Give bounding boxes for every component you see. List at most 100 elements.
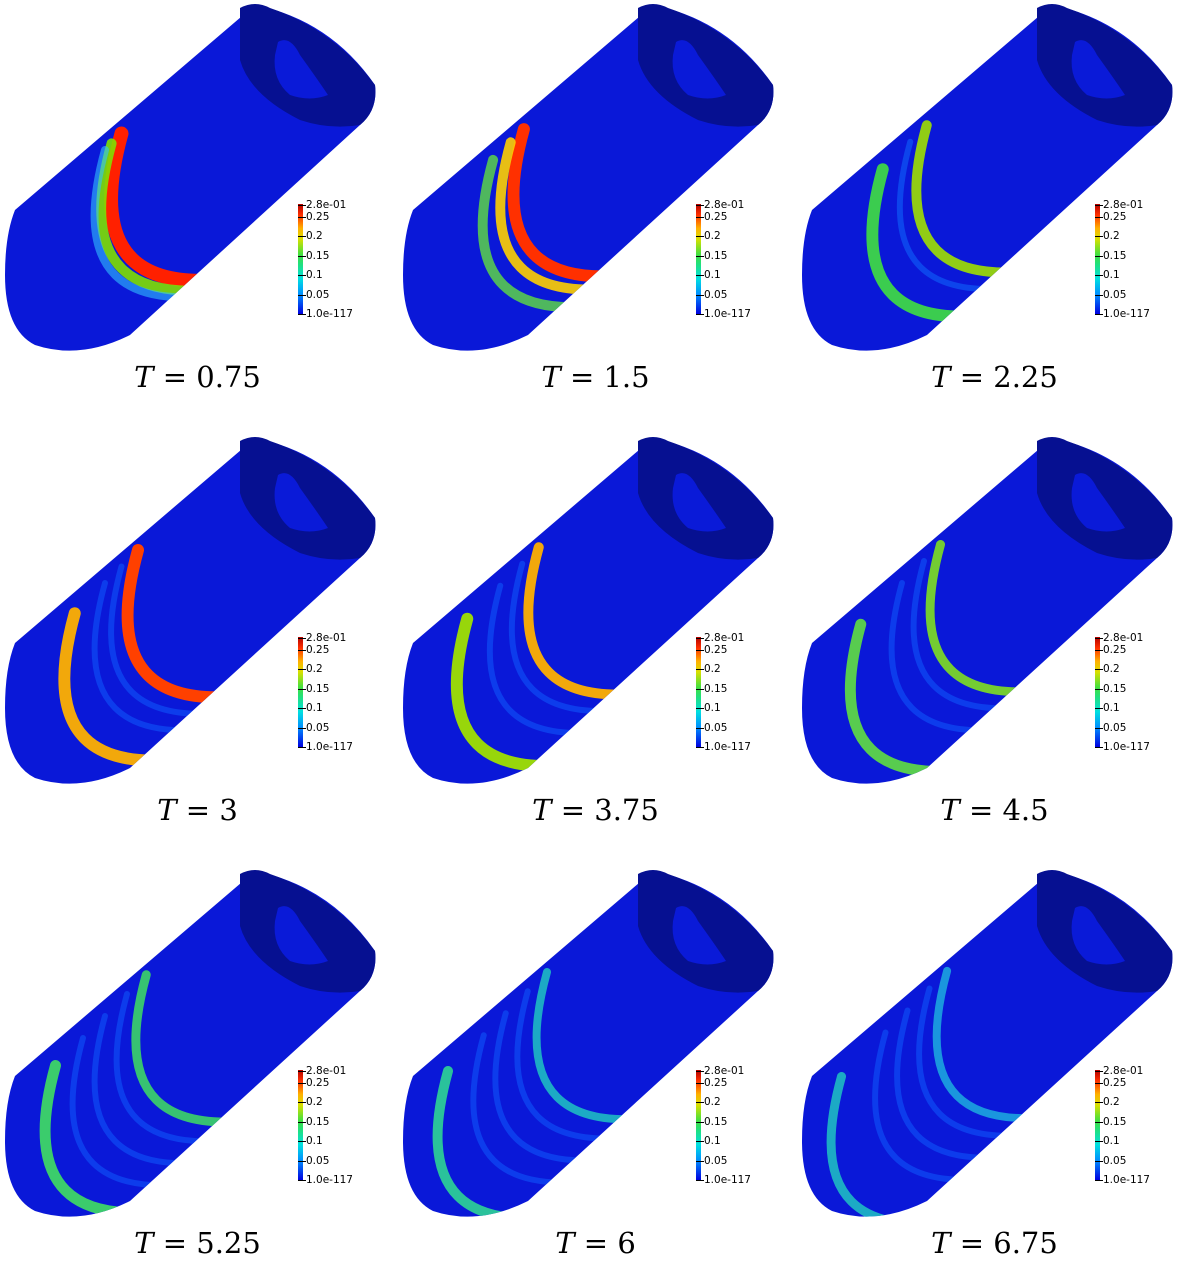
colorbar-tick — [298, 295, 306, 296]
simulation-panel: 2.8e-01 0.25 0.2 0.15 0.1 0.05 1.0e-117 T = 0.7… — [0, 0, 395, 421]
cylinder-end-cap — [240, 437, 376, 560]
colorbar-tick — [696, 236, 704, 237]
colorbar-label: 2.8e-01 — [306, 632, 347, 644]
colorbar-label: 2.8e-01 — [1103, 1065, 1144, 1077]
colorbar-legend: 2.8e-01 0.25 0.2 0.15 0.1 0.05 1.0e-117 — [1095, 1066, 1186, 1191]
colorbar-tick — [298, 217, 306, 218]
caption-value: 3 — [219, 793, 238, 827]
colorbar-legend: 2.8e-01 0.25 0.2 0.15 0.1 0.05 1.0e-117 — [1095, 200, 1186, 325]
colorbar-gradient — [298, 204, 303, 314]
colorbar-tick — [696, 205, 704, 206]
colorbar-label: 1.0e-117 — [1103, 1174, 1150, 1186]
cylinder-end-cap — [638, 870, 774, 993]
colorbar-tick — [696, 1083, 704, 1084]
colorbar-label: 2.8e-01 — [306, 1065, 347, 1077]
colorbar-tick — [298, 669, 306, 670]
caption-value: 2.25 — [993, 360, 1058, 394]
colorbar-tick — [298, 1083, 306, 1084]
colorbar-tick — [696, 217, 704, 218]
colorbar-label: 2.8e-01 — [704, 632, 745, 644]
colorbar-label: 0.25 — [704, 644, 728, 656]
cylinder-field-plot — [403, 870, 774, 1217]
cylinder-end-cap — [638, 437, 774, 560]
cylinder-end-cap — [1037, 4, 1173, 127]
cylinder-field-plot — [5, 870, 376, 1217]
colorbar-label: 0.05 — [1103, 1155, 1127, 1167]
colorbar-tick — [696, 1122, 704, 1123]
colorbar-label: 0.2 — [704, 230, 721, 242]
colorbar-label: 0.2 — [1103, 1096, 1120, 1108]
colorbar-label: 0.05 — [1103, 722, 1127, 734]
colorbar-tick — [696, 669, 704, 670]
colorbar-tick — [696, 747, 704, 748]
colorbar-label: 0.15 — [306, 1116, 330, 1128]
colorbar-tick — [298, 728, 306, 729]
time-caption: T = 6.75 — [797, 1226, 1186, 1260]
colorbar-label: 0.1 — [704, 1135, 721, 1147]
colorbar-label: 0.1 — [1103, 702, 1120, 714]
colorbar-tick — [1095, 1161, 1103, 1162]
cylinder-inner-hole — [1071, 40, 1125, 99]
caption-variable: T — [134, 360, 154, 394]
colorbar-tick — [1095, 217, 1103, 218]
cylinder-field-plot — [5, 437, 376, 784]
colorbar-tick — [1095, 1071, 1103, 1072]
colorbar-label: 0.15 — [1103, 1116, 1127, 1128]
colorbar-legend: 2.8e-01 0.25 0.2 0.15 0.1 0.05 1.0e-117 — [1095, 633, 1186, 758]
colorbar-gradient — [696, 204, 701, 314]
colorbar-label: 0.05 — [704, 289, 728, 301]
colorbar-tick — [696, 1071, 704, 1072]
colorbar-label: 0.2 — [1103, 663, 1120, 675]
colorbar-label: 1.0e-117 — [1103, 741, 1150, 753]
cylinder-field-plot — [802, 4, 1173, 351]
colorbar-tick — [298, 708, 306, 709]
colorbar-label: 0.2 — [1103, 230, 1120, 242]
colorbar-label: 0.15 — [704, 250, 728, 262]
cylinder-inner-hole — [274, 40, 328, 99]
caption-equals: = — [574, 1226, 618, 1260]
time-caption: T = 3 — [0, 793, 395, 827]
colorbar-label: 0.1 — [306, 1135, 323, 1147]
colorbar-label: 2.8e-01 — [704, 1065, 745, 1077]
colorbar-tick — [696, 689, 704, 690]
colorbar-tick — [696, 256, 704, 257]
colorbar-tick — [298, 747, 306, 748]
time-caption: T = 6 — [398, 1226, 793, 1260]
colorbar-tick — [696, 1161, 704, 1162]
colorbar-gradient — [1095, 1070, 1100, 1180]
colorbar-tick — [1095, 314, 1103, 315]
time-caption: T = 5.25 — [0, 1226, 395, 1260]
colorbar-tick — [1095, 669, 1103, 670]
colorbar-label: 2.8e-01 — [1103, 632, 1144, 644]
colorbar-label: 0.15 — [704, 1116, 728, 1128]
colorbar-label: 0.05 — [306, 722, 330, 734]
colorbar-legend: 2.8e-01 0.25 0.2 0.15 0.1 0.05 1.0e-117 — [696, 633, 791, 758]
colorbar-tick — [696, 1180, 704, 1181]
colorbar-label: 0.05 — [704, 1155, 728, 1167]
colorbar-label: 0.2 — [704, 663, 721, 675]
cylinder-field-plot — [802, 437, 1173, 784]
simulation-panel: 2.8e-01 0.25 0.2 0.15 0.1 0.05 1.0e-117 T = 6 — [398, 866, 793, 1287]
colorbar-label: 1.0e-117 — [306, 741, 353, 753]
colorbar-tick — [1095, 728, 1103, 729]
cylinder-inner-hole — [672, 40, 726, 99]
cylinder-end-cap — [240, 4, 376, 127]
colorbar-legend: 2.8e-01 0.25 0.2 0.15 0.1 0.05 1.0e-117 — [298, 1066, 393, 1191]
colorbar-label: 0.25 — [306, 211, 330, 223]
simulation-panel: 2.8e-01 0.25 0.2 0.15 0.1 0.05 1.0e-117 T = 3 — [0, 433, 395, 854]
colorbar-label: 1.0e-117 — [704, 308, 751, 320]
colorbar-label: 0.1 — [704, 702, 721, 714]
caption-variable: T — [931, 360, 951, 394]
colorbar-label: 0.25 — [306, 644, 330, 656]
caption-equals: = — [551, 793, 595, 827]
caption-variable: T — [940, 793, 960, 827]
colorbar-tick — [1095, 236, 1103, 237]
colorbar-tick — [298, 650, 306, 651]
colorbar-tick — [298, 638, 306, 639]
caption-variable: T — [541, 360, 561, 394]
colorbar-gradient — [696, 1070, 701, 1180]
cylinder-inner-hole — [672, 906, 726, 965]
colorbar-tick — [1095, 1180, 1103, 1181]
colorbar-tick — [1095, 1083, 1103, 1084]
colorbar-tick — [696, 638, 704, 639]
